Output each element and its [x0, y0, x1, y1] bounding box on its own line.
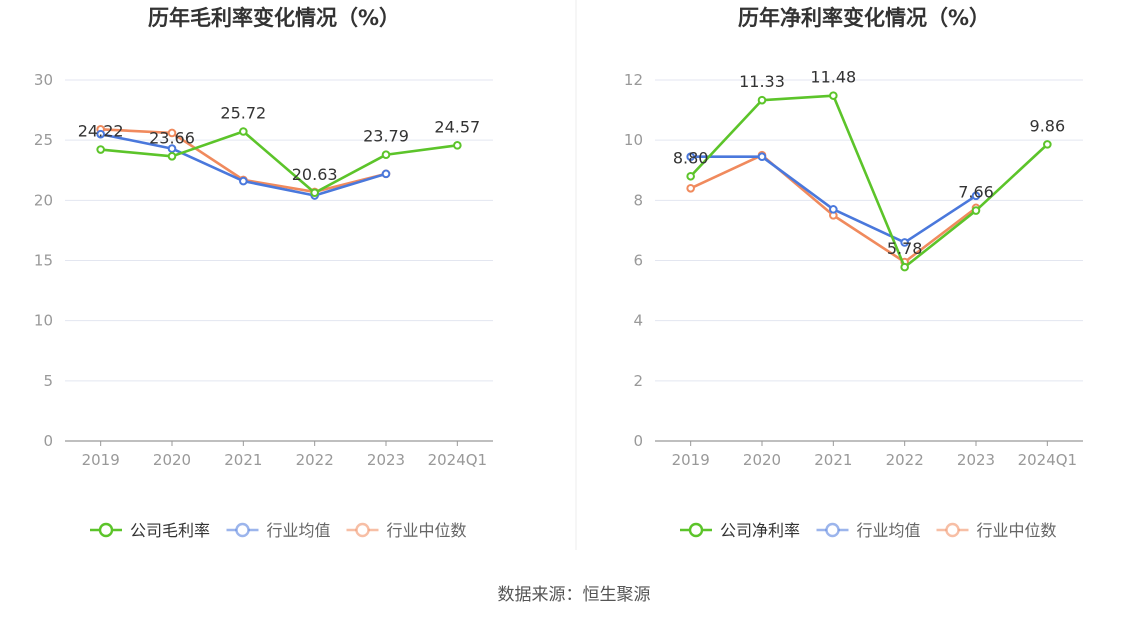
- data-point: [686, 171, 695, 181]
- legend-marker: [945, 522, 960, 538]
- y-tick-label: 0: [633, 432, 643, 450]
- data-point: [900, 262, 909, 272]
- data-label: 9.86: [1030, 116, 1066, 135]
- x-tick-label: 2023: [957, 451, 995, 469]
- y-tick-label: 10: [624, 131, 643, 149]
- data-point: [239, 176, 248, 186]
- legend-marker: [98, 522, 114, 538]
- gross-margin-chart: 历年毛利率变化情况（%） 0 5 10 15 20 25 30 2019 2020 2021 2022…: [34, 6, 493, 540]
- legend-label: 公司毛利率: [130, 521, 210, 540]
- data-point: [1043, 140, 1052, 149]
- data-point: [829, 205, 838, 214]
- series-line: [100, 132, 387, 197]
- legend-marker: [688, 522, 704, 538]
- data-point: [167, 128, 177, 138]
- data-point: [686, 184, 695, 193]
- chart-title: 历年净利率变化情况（%）: [738, 6, 990, 30]
- data-label: 5.78: [887, 239, 923, 258]
- y-tick-label: 10: [34, 312, 53, 330]
- data-label: 24.57: [434, 117, 480, 136]
- chart-title: 历年毛利率变化情况（%）: [148, 6, 400, 30]
- y-tick-label: 5: [43, 372, 53, 390]
- y-tick-label: 2: [633, 372, 643, 390]
- data-source-note: 数据来源：恒生聚源: [497, 585, 651, 605]
- data-point: [96, 145, 105, 154]
- x-tick-label: 2021: [814, 451, 852, 469]
- y-tick-label: 15: [34, 252, 53, 270]
- y-tick-label: 20: [34, 191, 53, 209]
- y-tick-label: 0: [43, 432, 53, 450]
- series-line: [100, 130, 458, 195]
- x-tick-label: 2023: [367, 451, 405, 469]
- data-point: [829, 91, 838, 100]
- data-label: 25.72: [220, 104, 266, 123]
- legend-label: 行业中位数: [387, 521, 467, 540]
- data-point: [167, 151, 177, 161]
- data-label: 23.66: [149, 128, 195, 147]
- data-label: 8.80: [673, 148, 709, 167]
- data-point: [167, 144, 177, 153]
- data-point: [757, 95, 767, 105]
- x-tick-label: 2020: [153, 451, 191, 469]
- legend-label: 行业均值: [267, 521, 331, 540]
- x-tick-label: 2019: [672, 451, 710, 469]
- data-point: [971, 206, 981, 215]
- x-tick-label: 2021: [224, 451, 262, 469]
- net-margin-chart: 历年净利率变化情况（%） 0 2 4 6 8 10 12 2019 2020 2021 2022 202…: [624, 6, 1083, 540]
- legend-marker: [825, 522, 840, 538]
- x-tick-label: 2024Q1: [1018, 451, 1078, 469]
- y-tick-label: 12: [624, 71, 643, 89]
- legend-label: 行业中位数: [977, 521, 1057, 540]
- data-label: 7.66: [958, 183, 994, 202]
- legend-label: 公司净利率: [720, 521, 800, 540]
- y-tick-label: 30: [34, 71, 53, 89]
- legend-marker: [235, 522, 250, 538]
- data-label: 24.22: [78, 122, 124, 141]
- legend-label: 行业均值: [857, 521, 921, 540]
- data-point: [757, 152, 767, 162]
- data-point: [686, 152, 695, 162]
- series-line: [689, 94, 1049, 269]
- data-point: [900, 238, 909, 247]
- y-tick-label: 8: [633, 191, 643, 209]
- y-tick-label: 6: [633, 252, 643, 270]
- data-point: [381, 169, 391, 179]
- legend-marker: [355, 522, 370, 538]
- data-point: [239, 127, 248, 136]
- data-label: 11.48: [810, 68, 856, 87]
- data-label: 11.33: [739, 72, 785, 91]
- data-label: 20.63: [292, 165, 338, 184]
- y-tick-label: 4: [633, 312, 643, 330]
- x-tick-label: 2019: [82, 451, 120, 469]
- data-point: [96, 129, 105, 139]
- data-point: [453, 141, 462, 150]
- y-tick-label: 25: [34, 131, 53, 149]
- data-label: 23.79: [363, 127, 409, 146]
- data-point: [310, 188, 319, 198]
- x-tick-label: 2022: [296, 451, 334, 469]
- data-point: [381, 150, 391, 160]
- x-tick-label: 2020: [743, 451, 781, 469]
- x-tick-label: 2022: [886, 451, 924, 469]
- x-tick-label: 2024Q1: [428, 451, 488, 469]
- data-point: [971, 191, 981, 201]
